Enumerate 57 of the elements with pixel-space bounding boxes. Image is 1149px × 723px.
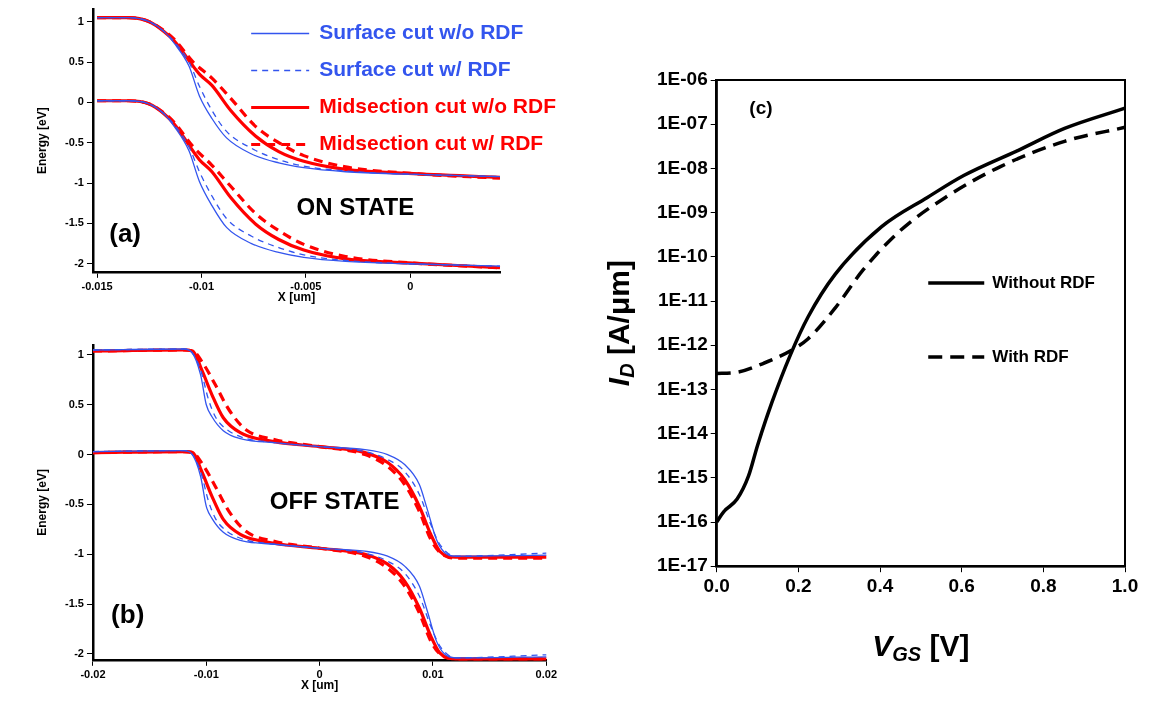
y-axis-title: ID [A/μm] xyxy=(601,260,638,387)
x-tick-label: 1.0 xyxy=(1111,574,1139,596)
legend-label: With RDF xyxy=(992,346,1069,366)
y-tick-label: -1 xyxy=(74,547,84,560)
y-tick-label: 1E-10 xyxy=(657,245,708,267)
x-tick-label: 0.2 xyxy=(785,574,812,596)
legend-label: Without RDF xyxy=(992,272,1096,292)
annotation: (b) xyxy=(111,598,145,629)
x-tick-label: 0.6 xyxy=(948,574,975,596)
y-tick-label: -2 xyxy=(74,256,84,269)
y-tick-label: 1E-09 xyxy=(657,200,708,222)
y-tick-label: -2 xyxy=(74,646,84,659)
y-tick-label: 0.5 xyxy=(68,397,84,410)
y-tick-label: -0.5 xyxy=(64,135,84,148)
y-tick-label: 1E-06 xyxy=(657,68,708,90)
legend-label: Surface cut w/ RDF xyxy=(319,57,511,81)
y-tick-label: 1E-13 xyxy=(657,377,708,399)
y-tick-label: 1E-12 xyxy=(657,333,708,355)
y-tick-label: 1E-07 xyxy=(657,112,708,134)
x-axis-title: X [um] xyxy=(300,678,339,693)
x-tick-label: -0.01 xyxy=(188,280,215,293)
y-tick-label: 1E-17 xyxy=(657,554,708,576)
x-tick-label: 0 xyxy=(407,280,414,293)
y-tick-label: 1 xyxy=(77,347,84,360)
y-tick-label: -1 xyxy=(74,176,84,189)
y-tick-label: 1 xyxy=(77,14,84,27)
y-tick-label: 1E-11 xyxy=(658,289,709,311)
y-tick-label: 0 xyxy=(77,95,84,108)
legend-label: Midsection cut w/o RDF xyxy=(319,94,557,118)
x-tick-label: -0.02 xyxy=(80,668,106,681)
y-axis-title: Energy [eV] xyxy=(35,469,50,536)
y-tick-label: 1E-08 xyxy=(657,156,708,178)
annotation: (a) xyxy=(109,218,142,249)
x-tick-label: -0.005 xyxy=(290,280,322,293)
x-axis-title: X [um] xyxy=(277,290,316,305)
y-tick-label: 0 xyxy=(77,447,84,460)
legend-label: Surface cut w/o RDF xyxy=(319,20,524,44)
annotation: OFF STATE xyxy=(269,487,400,515)
y-axis-title: Energy [eV] xyxy=(35,107,50,175)
x-tick-label: 0.4 xyxy=(866,574,894,596)
legend-label: Midsection cut w/ RDF xyxy=(319,131,544,155)
x-tick-label: 0 xyxy=(316,668,323,681)
y-tick-label: -1.5 xyxy=(64,597,84,610)
annotation: ON STATE xyxy=(296,193,415,221)
x-tick-label: 0.01 xyxy=(422,668,444,681)
y-tick-label: 1E-14 xyxy=(657,421,709,443)
y-tick-label: -0.5 xyxy=(64,497,84,510)
y-tick-label: 1E-16 xyxy=(657,510,708,532)
x-tick-label: -0.015 xyxy=(81,280,113,293)
x-tick-label: 0.8 xyxy=(1030,574,1057,596)
y-tick-label: 1E-15 xyxy=(657,466,709,488)
y-tick-label: -1.5 xyxy=(64,216,84,229)
annotation: (c) xyxy=(749,97,773,119)
x-tick-label: 0.0 xyxy=(703,574,730,596)
x-tick-label: 0.02 xyxy=(535,668,558,681)
x-tick-label: -0.01 xyxy=(193,668,219,681)
y-tick-label: 0.5 xyxy=(68,55,84,68)
